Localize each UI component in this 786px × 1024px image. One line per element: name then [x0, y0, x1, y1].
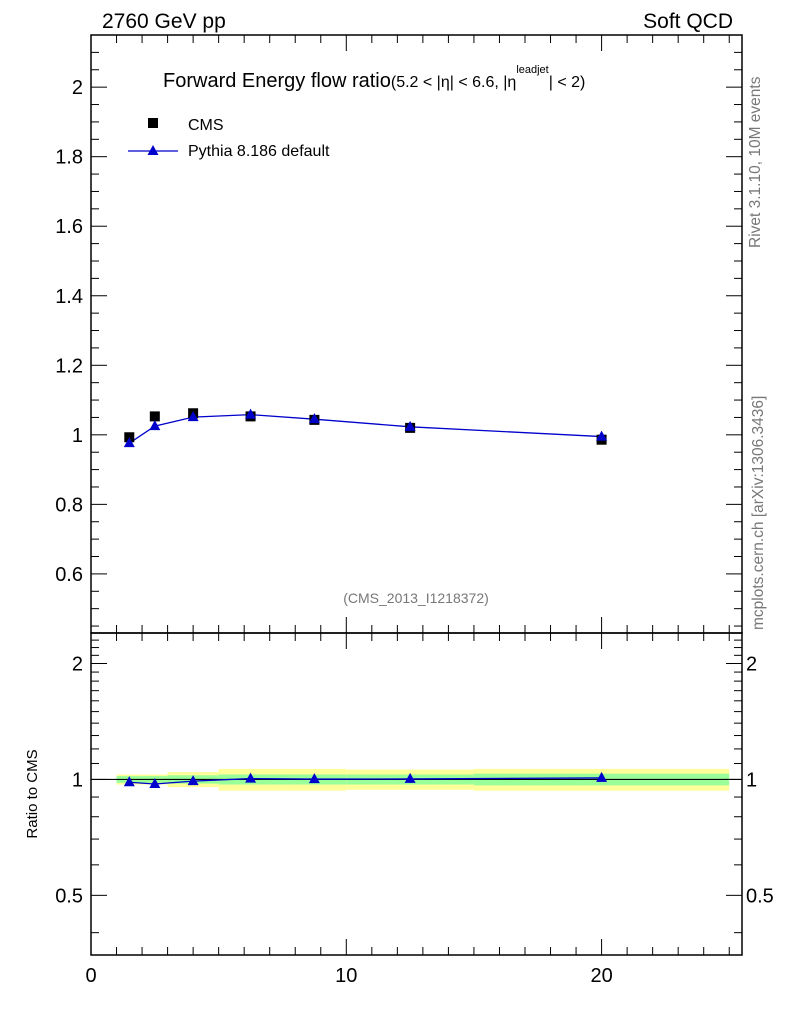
- legend-marker-mc: [147, 145, 159, 155]
- y-tick-label: 1.6: [55, 216, 83, 238]
- ratio-y-tick-label-right: 1: [746, 769, 757, 791]
- ratio-mc-point: [308, 773, 320, 784]
- ratio-mc-point: [149, 777, 161, 788]
- chart-title-cut-b: | < 2): [549, 74, 586, 91]
- y-tick-label: 1.4: [55, 286, 83, 308]
- ratio-mc-point: [404, 772, 416, 783]
- mc-line: [128, 414, 602, 444]
- chart-title: Forward Energy flow ratio(5.2 < |η| < 6.…: [163, 64, 585, 92]
- legend-label-mc: Pythia 8.186 default: [188, 143, 330, 160]
- cms-point: [149, 411, 160, 422]
- legend-marker-cms: [148, 118, 158, 128]
- chart-title-superscript: leadjet: [516, 64, 548, 76]
- ratio-data-marks: [123, 771, 608, 788]
- mc-point: [123, 437, 135, 448]
- ratio-mc-point: [596, 771, 608, 782]
- ratio-y-tick-label-right: 2: [746, 653, 757, 675]
- ratio-y-tick-label: 2: [72, 653, 83, 675]
- ratio-y-tick-label: 0.5: [55, 885, 83, 907]
- ratio-y-tick-label-right: 0.5: [746, 885, 774, 907]
- chart-title-cut-a: (5.2 < |η| < 6.6, |η: [391, 74, 516, 91]
- ratio-ylabel: Ratio to CMS: [24, 749, 41, 838]
- y-tick-label: 1.2: [55, 355, 83, 377]
- ratio-mc-point: [187, 775, 199, 786]
- chart-title-main: Forward Energy flow ratio: [163, 70, 391, 92]
- x-tick-label: 10: [335, 965, 357, 987]
- ratio-mc-point: [123, 776, 135, 787]
- rivet-label: Rivet 3.1.10, 10M events: [747, 76, 764, 248]
- main-axes: 0.6 0.8 1 1.2 1.4 1.6 1.8 2: [55, 35, 742, 633]
- mcplots-label: mcplots.cern.ch [arXiv:1306.3436]: [750, 396, 767, 630]
- mc-point: [596, 430, 608, 441]
- y-tick-label: 0.8: [55, 494, 83, 516]
- y-tick-label: 1: [72, 425, 83, 447]
- mc-point: [404, 420, 416, 431]
- legend-label-cms: CMS: [188, 117, 224, 134]
- ratio-panel: 0.5 0.51 12 20 10 20 Ratio to CMS: [24, 632, 774, 987]
- main-data-marks: [123, 408, 608, 448]
- mc-point: [149, 420, 161, 431]
- header-right: Soft QCD: [643, 10, 733, 33]
- ratio-frame: [90, 632, 743, 956]
- y-tick-label: 1.8: [55, 147, 83, 169]
- main-panel: 0.6 0.8 1 1.2 1.4 1.6 1.8 2 Forward Energy flow…: [55, 34, 743, 634]
- x-tick-label: 0: [85, 965, 96, 987]
- y-tick-label: 2: [72, 77, 83, 99]
- ratio-mc-point: [245, 772, 257, 783]
- mc-point: [308, 413, 320, 424]
- legend: CMS Pythia 8.186 default: [128, 117, 330, 160]
- ratio-y-tick-label: 1: [72, 769, 83, 791]
- header-left: 2760 GeV pp: [102, 10, 226, 33]
- analysis-watermark: (CMS_2013_I1218372): [343, 590, 489, 606]
- mc-point: [187, 411, 199, 422]
- mc-point: [245, 408, 257, 419]
- ratio-axes: 0.5 0.51 12 20 10 20: [55, 633, 774, 987]
- y-tick-label: 0.6: [55, 564, 83, 586]
- x-tick-label: 20: [590, 965, 612, 987]
